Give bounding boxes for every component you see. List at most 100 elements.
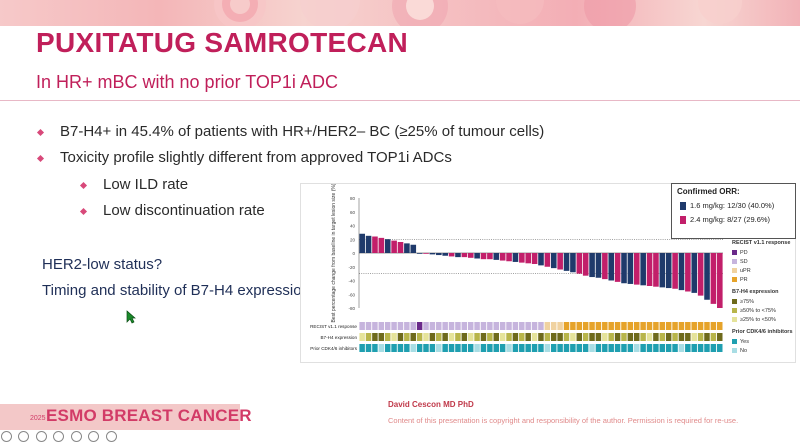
track-cell	[455, 322, 461, 330]
bar	[563, 253, 570, 271]
y-tick-label: 20	[350, 237, 356, 242]
track-cell	[384, 344, 391, 352]
track-cell	[602, 333, 608, 341]
bar	[442, 253, 449, 256]
track-cell	[697, 322, 704, 330]
track-cell	[372, 322, 378, 330]
track-cell	[672, 344, 678, 352]
y-tick-label: 40	[350, 224, 356, 229]
track-cell	[563, 322, 570, 330]
track-cell	[467, 322, 474, 330]
track-cell	[436, 344, 442, 352]
bar	[359, 233, 365, 253]
track-cell	[570, 344, 576, 352]
track-cell	[429, 322, 436, 330]
track-cell	[487, 344, 493, 352]
track-cell	[410, 333, 416, 341]
track-cell	[589, 322, 595, 330]
track-label: Prior CDK4/6 inhibitors	[310, 346, 357, 351]
track-cell	[512, 344, 519, 352]
bar	[710, 253, 717, 304]
bar	[633, 253, 640, 285]
track-cell	[678, 344, 685, 352]
legend-item: ≥50% to <75%	[732, 308, 776, 314]
track-cell	[365, 333, 372, 341]
legend-swatch	[732, 277, 737, 283]
track-cell	[442, 333, 448, 341]
floral-banner-decoration	[214, 0, 742, 26]
track-cell	[544, 333, 551, 341]
track-cell	[563, 333, 570, 341]
track-cell	[563, 344, 570, 352]
legend-swatch	[732, 259, 737, 265]
track-cell	[467, 333, 474, 341]
bar	[717, 253, 723, 308]
track-cell	[499, 344, 506, 352]
track-cell	[365, 344, 372, 352]
track-cell	[378, 344, 385, 352]
track-cell	[404, 322, 410, 330]
y-tick-label: -80	[348, 306, 355, 311]
bar	[480, 253, 487, 260]
copyright-notice: Content of this presentation is copyrigh…	[388, 416, 739, 425]
legend-item: Yes	[732, 339, 749, 345]
y-tick-label: 80	[350, 196, 356, 201]
slide-subtitle: In HR+ mBC with no prior TOP1i ADC	[36, 72, 338, 92]
track-cell	[423, 344, 429, 352]
track-cell	[436, 322, 442, 330]
track-cell	[595, 333, 602, 341]
track-cell	[499, 322, 506, 330]
track-cell	[506, 322, 512, 330]
y-tick-label: -60	[348, 292, 355, 297]
track-cell	[448, 333, 455, 341]
track-cell	[678, 333, 685, 341]
bar	[614, 253, 621, 282]
track-cell	[570, 322, 576, 330]
track-cell	[480, 344, 487, 352]
track-cell	[704, 322, 710, 330]
legend-label: ≥50% to <75%	[740, 308, 776, 314]
track-cell	[665, 322, 672, 330]
bar	[493, 253, 500, 260]
track-label: B7-H4 expression	[320, 335, 357, 340]
track-cell	[461, 344, 468, 352]
track-cell	[506, 333, 512, 341]
bullet-text: B7-H4+ in 45.4% of patients with HR+/HER…	[60, 123, 545, 140]
bullet-icon	[79, 207, 88, 216]
track-cell	[646, 322, 653, 330]
track-cell	[691, 344, 697, 352]
bar	[704, 253, 710, 300]
legend-item: ≥75%	[732, 299, 754, 305]
track-cell	[602, 344, 608, 352]
bar	[691, 253, 698, 293]
track-cell	[640, 344, 646, 352]
orr-legend-item: 1.6 mg/kg: 12/30 (40.0%)	[680, 201, 774, 211]
track-cell	[538, 322, 544, 330]
bar	[621, 253, 627, 284]
bar	[697, 253, 704, 296]
track-cell	[448, 344, 455, 352]
bullet-icon	[79, 181, 88, 190]
track-cell	[710, 344, 717, 352]
track-cell	[544, 344, 551, 352]
track-cell	[576, 344, 583, 352]
bar	[461, 253, 468, 258]
legend-label: PD	[740, 250, 748, 256]
track-cell	[474, 322, 480, 330]
track-cell	[544, 322, 551, 330]
y-axis-label: Best percentage change from baseline in …	[331, 184, 337, 322]
track-cell	[576, 322, 583, 330]
track-cell	[442, 344, 448, 352]
bar	[538, 253, 544, 266]
track-cell	[704, 333, 710, 341]
track-cell	[633, 333, 640, 341]
sub-bullet-text: Low ILD rate	[103, 176, 189, 193]
bar	[404, 243, 410, 253]
waterfall-chart: 80 60 40 20 0 -20 -40 -60 -80 Best percentage cha…	[310, 183, 723, 352]
bar	[429, 253, 436, 255]
bar	[378, 237, 385, 253]
legend-swatch	[680, 216, 686, 225]
track-cell	[391, 322, 397, 330]
bar	[397, 242, 404, 253]
track-cell	[359, 344, 365, 352]
